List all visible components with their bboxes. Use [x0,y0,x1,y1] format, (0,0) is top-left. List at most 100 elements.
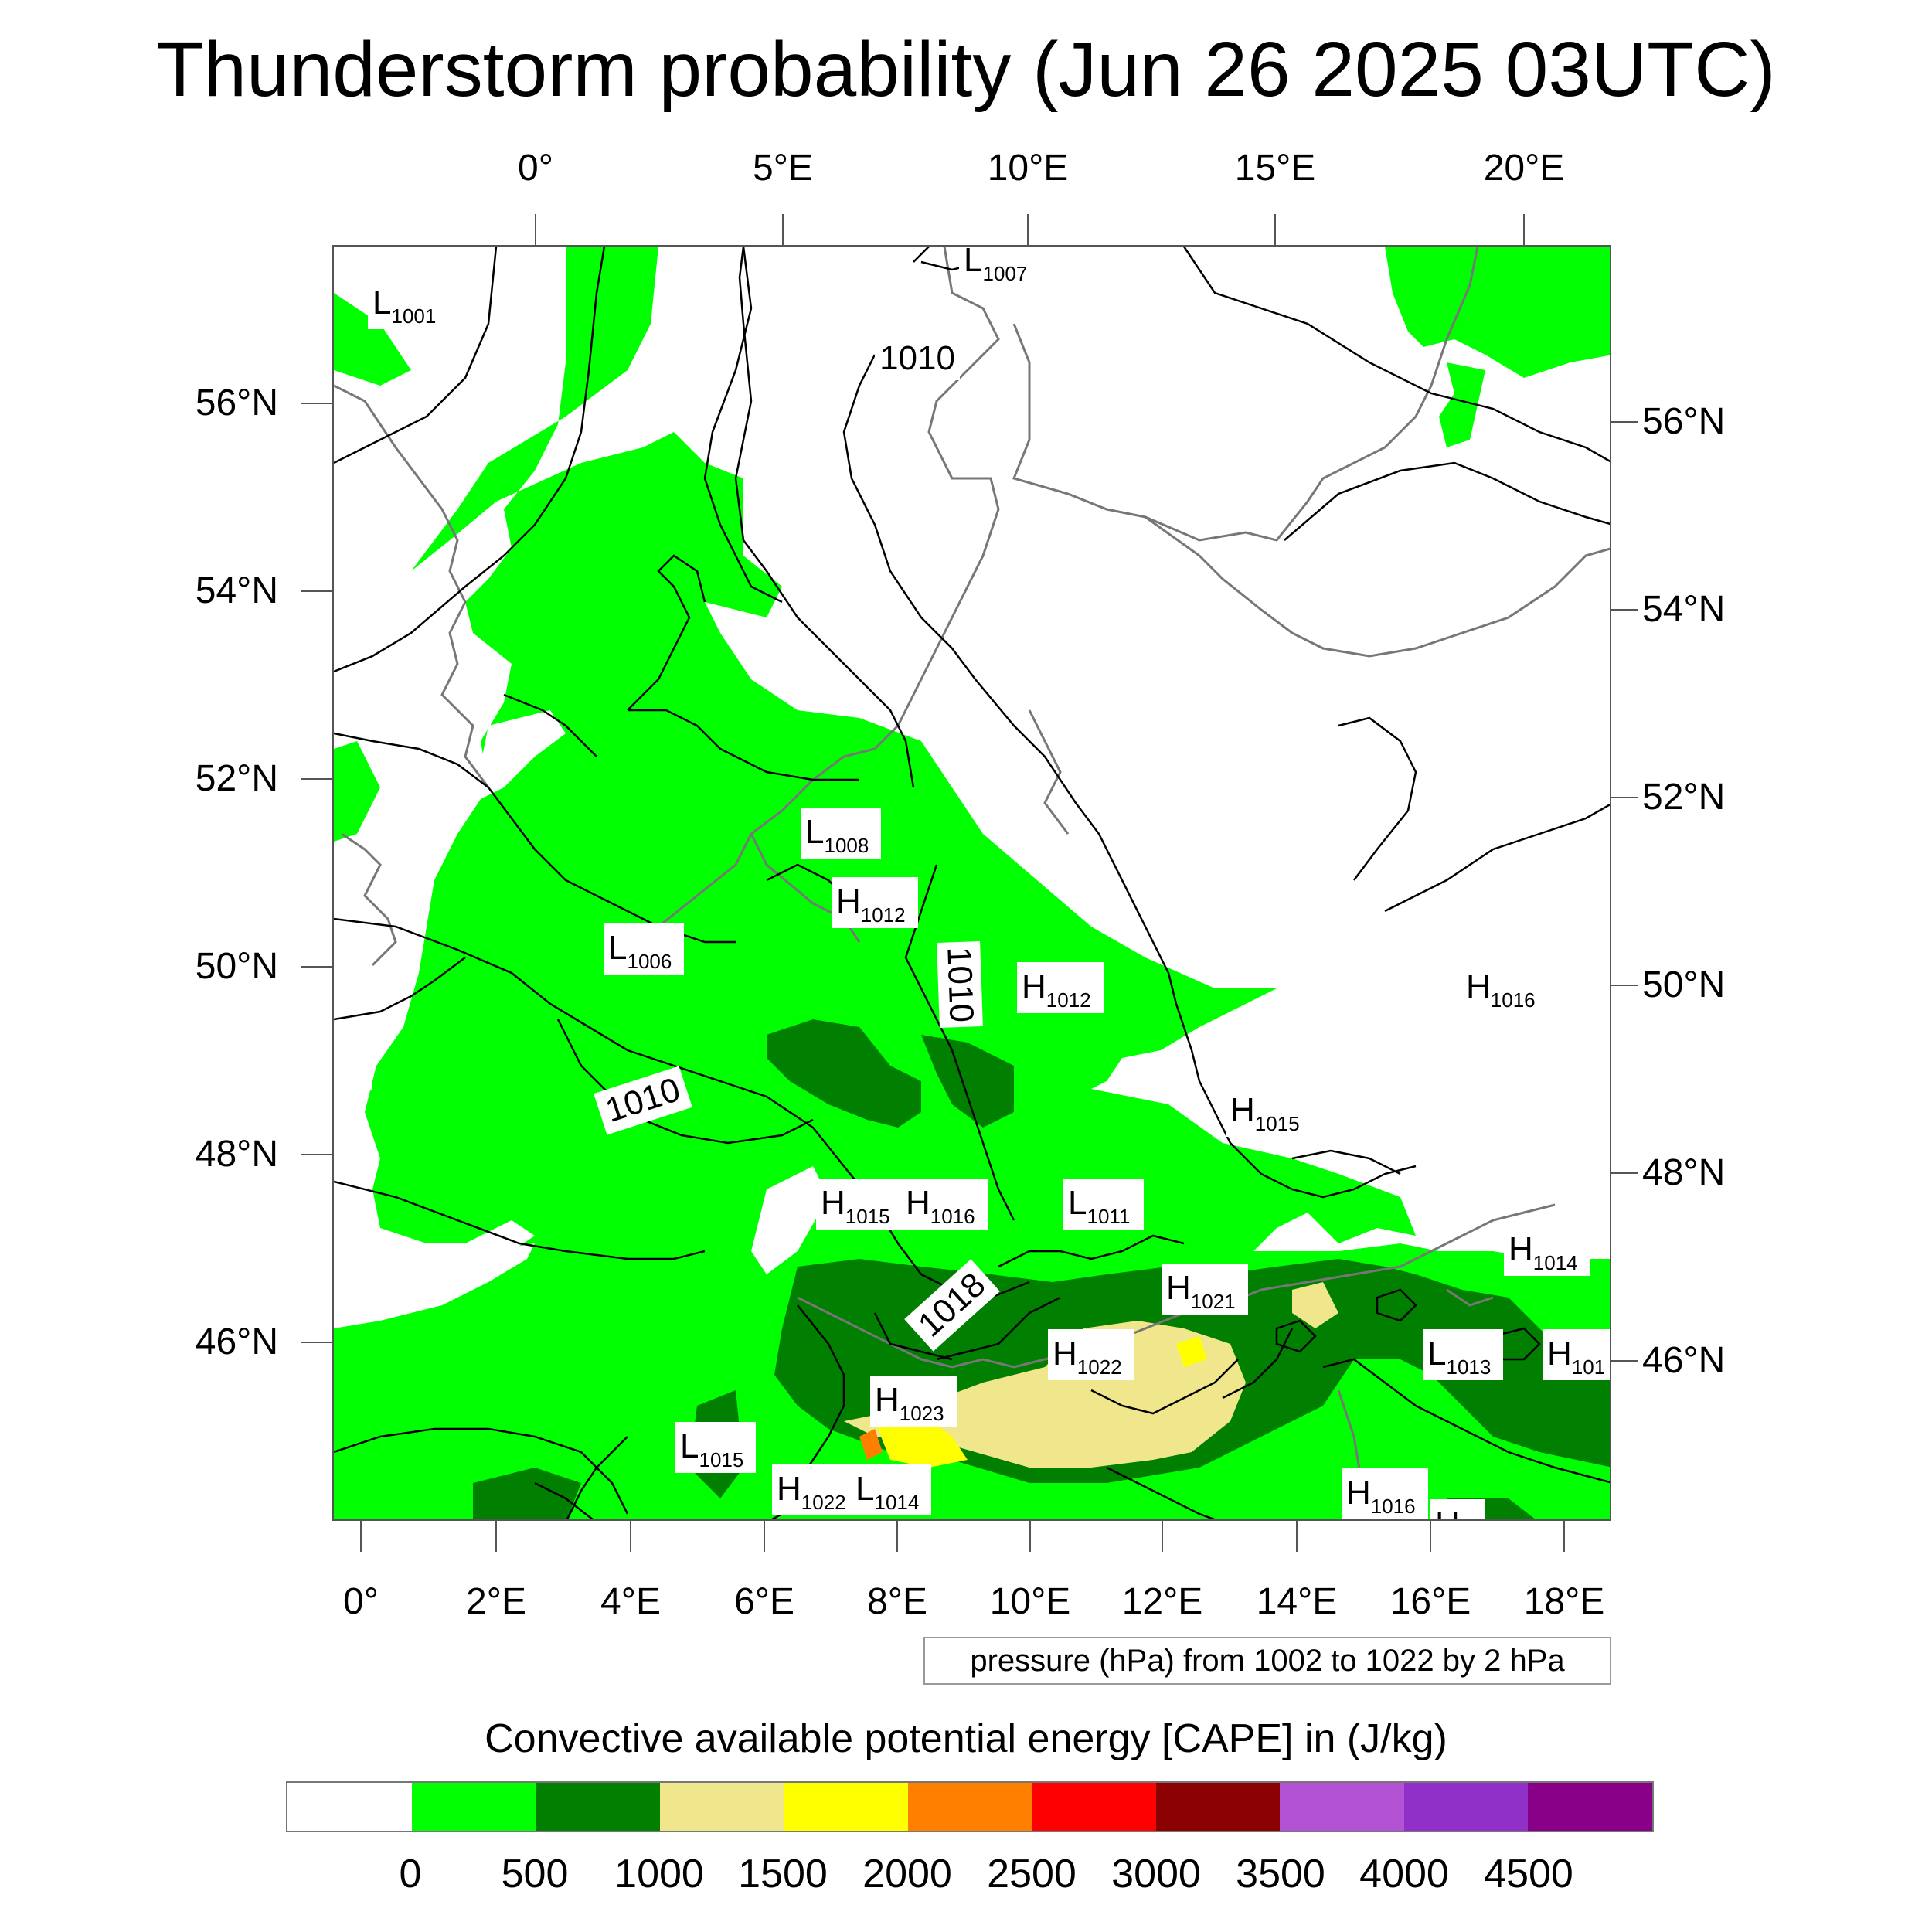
svg-text:H1023: H1023 [875,1381,944,1425]
colorbar-box-5 [907,1783,1032,1831]
svg-text:L1007: L1007 [964,247,1027,285]
pressure-center-value: 1016 [1371,1495,1416,1518]
pressure-center-value: 1015 [845,1205,890,1228]
right-lat-label-50n: 50°N [1642,964,1726,1005]
top-lon-label-5e: 5°E [753,148,813,189]
svg-text:H1012: H1012 [1022,968,1091,1012]
svg-text:L1011: L1011 [1068,1184,1130,1228]
colorbar-label-0: 0 [399,1852,422,1896]
colorbar-box-2 [536,1783,660,1831]
pressure-center-value: 1001 [391,304,436,328]
pressure-center-value: 1007 [982,262,1027,285]
svg-text:H1016: H1016 [1346,1474,1416,1518]
left-lat-label-46n: 46°N [195,1321,278,1362]
pressure-center-value: 1014 [874,1491,919,1514]
pressure-center-type: L [964,247,982,279]
pressure-center-type: H [821,1184,845,1222]
pressure-contour-note: pressure (hPa) from 1002 to 1022 by 2 hP… [923,1637,1611,1685]
right-lat-label-56n: 56°N [1642,401,1726,442]
right-lat-label-46n: 46°N [1642,1340,1726,1381]
colorbar-box-0 [287,1783,412,1831]
bottom-lon-label-10e: 10°E [989,1581,1071,1622]
pressure-center-type: H [875,1381,900,1419]
pressure-center-type: H [1509,1230,1533,1268]
left-lat-label-54n: 54°N [195,570,278,611]
pressure-center-type: H [1230,1091,1255,1129]
colorbar-box-9 [1403,1783,1529,1831]
svg-text:L1015: L1015 [680,1427,743,1471]
isobars [334,247,1610,1519]
pressure-center-value: 1021 [1191,1290,1236,1313]
svg-text:H1015: H1015 [821,1184,890,1228]
bottom-lon-label-2e: 2°E [466,1581,526,1622]
bottom-lon-label-6e: 6°E [734,1581,794,1622]
colorbar-label-1500: 1500 [738,1852,828,1896]
pressure-center-type: H [1022,968,1046,1005]
top-lon-label-15e: 15°E [1234,148,1316,189]
colorbar-box-1 [411,1783,536,1831]
pressure-center-labels: L1001 L1007 L1008 H1012 L1006 H1012 H101… [368,247,1610,1521]
pressure-center-type: H [1053,1335,1077,1372]
svg-text:L1008: L1008 [805,813,869,857]
colorbar-label-1000: 1000 [614,1852,704,1896]
colorbar-label-3000: 3000 [1111,1852,1201,1896]
isobar-label-1010-central: 1010 [940,946,980,1023]
svg-text:H1016: H1016 [906,1184,975,1228]
svg-text:L1014: L1014 [855,1470,919,1514]
pressure-center-value: 1008 [824,834,869,857]
chart-title: Thunderstorm probability (Jun 26 2025 03… [156,26,1776,113]
top-lon-label-0: 0° [518,148,553,189]
pressure-center-value: 1023 [900,1402,944,1425]
svg-text:L1006: L1006 [608,929,672,973]
colorbar-label-3500: 3500 [1236,1852,1325,1896]
cape-fill-below-0 [334,710,828,1328]
right-lat-label-54n: 54°N [1642,589,1726,630]
colorbar-label-500: 500 [501,1852,569,1896]
bottom-lon-label-18e: 18°E [1523,1581,1605,1622]
pressure-center-value: 101 [1572,1355,1605,1379]
pressure-center-type: H [777,1470,801,1508]
svg-text:H1012: H1012 [836,883,906,927]
map-canvas: 1010 1010 1010 1018 L1001 L1007 L1008 H1… [334,247,1610,1521]
svg-text:H1015: H1015 [1230,1091,1300,1135]
left-lat-label-56n: 56°N [195,383,278,423]
pressure-center-value: 1011 [1087,1205,1130,1228]
colorbar-label-4500: 4500 [1484,1852,1573,1896]
pressure-center-value: 1022 [801,1491,846,1514]
svg-text:H1022: H1022 [777,1470,846,1514]
right-lat-label-48n: 48°N [1642,1152,1726,1193]
pressure-center-type: H [836,883,861,920]
colorbar-box-10 [1528,1783,1653,1831]
colorbar-label-4000: 4000 [1359,1852,1449,1896]
colorbar-box-3 [659,1783,784,1831]
bottom-lon-label-14e: 14°E [1256,1581,1338,1622]
colorbar-box-4 [784,1783,908,1831]
bottom-lon-label-0: 0° [343,1581,379,1622]
pressure-center-value: 1016 [930,1205,975,1228]
pressure-center-value: 1022 [1077,1355,1122,1379]
pressure-center-value: 1006 [627,950,672,973]
pressure-center-value: 1013 [1446,1355,1491,1379]
colorbar-title: Convective available potential energy [C… [485,1716,1447,1761]
svg-text:H1014: H1014 [1509,1230,1578,1274]
svg-text:H1021: H1021 [1166,1269,1236,1313]
pressure-center-type: H [1435,1505,1460,1521]
pressure-center-type: L [1427,1335,1446,1372]
svg-text:L1001: L1001 [372,284,436,328]
pressure-center-type: L [608,929,627,967]
pressure-center-type: H [906,1184,930,1222]
right-lat-label-52n: 52°N [1642,777,1726,818]
pressure-center-type: L [855,1470,874,1508]
bottom-lon-label-12e: 12°E [1121,1581,1203,1622]
bottom-lon-label-16e: 16°E [1389,1581,1471,1622]
svg-text:H: H [1435,1505,1460,1521]
svg-text:H1016: H1016 [1466,968,1536,1012]
bottom-lon-label-8e: 8°E [867,1581,927,1622]
svg-text:H101: H101 [1547,1335,1605,1379]
pressure-center-type: L [680,1427,699,1465]
colorbar-label-2000: 2000 [862,1852,952,1896]
top-lon-label-10e: 10°E [987,148,1069,189]
pressure-center-value: 1015 [1255,1112,1300,1135]
bottom-lon-label-4e: 4°E [600,1581,661,1622]
